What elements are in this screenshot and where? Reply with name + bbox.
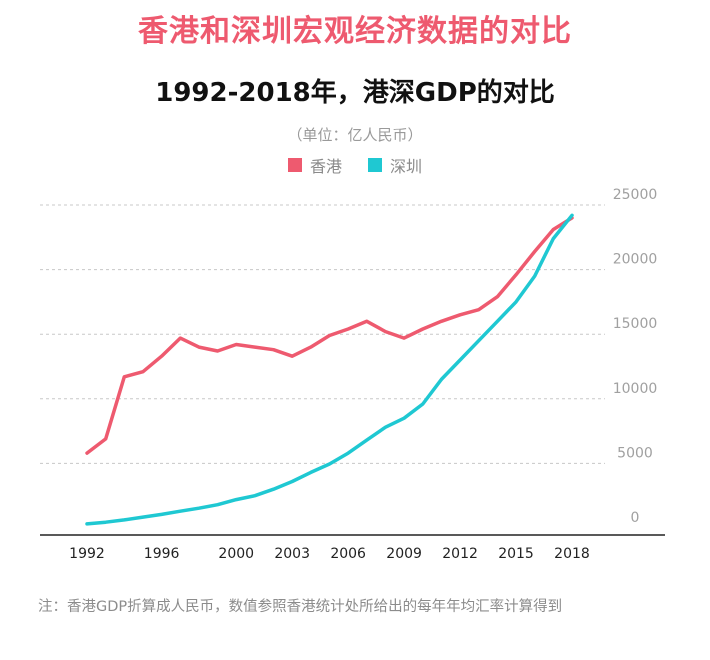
- x-tick-label: 2012: [442, 546, 478, 562]
- x-tick-label: 1992: [69, 546, 105, 562]
- legend: 香港 深圳: [0, 153, 710, 177]
- series-line-hongkong: [85, 216, 574, 455]
- y-tick-label: 10000: [613, 381, 658, 397]
- unit-label: （单位：亿人民币）: [287, 126, 423, 144]
- y-tick-label: 5000: [617, 445, 653, 461]
- chart-title: 1992-2018年，港深GDP的对比: [155, 78, 555, 108]
- footnote: 注：香港GDP折算成人民币，数值参照香港统计处所给出的每年年均汇率计算得到: [38, 599, 563, 615]
- x-tick-label: 2006: [330, 546, 366, 562]
- legend-label-shenzhen: 深圳: [390, 157, 423, 176]
- legend-swatch-hongkong: [287, 158, 302, 172]
- series-line-shenzhen: [85, 213, 574, 526]
- y-tick-label: 20000: [613, 252, 658, 268]
- y-tick-label: 0: [631, 510, 640, 526]
- line-chart: 0 5000 10000 15000 20000 25000 1992 1996 2000 200…: [40, 187, 665, 562]
- x-tick-label: 2009: [386, 546, 422, 562]
- headline: 香港和深圳宏观经济数据的对比: [138, 14, 572, 49]
- legend-label-hongkong: 香港: [309, 157, 342, 176]
- y-tick-label: 25000: [613, 187, 658, 203]
- legend-swatch-shenzhen: [368, 158, 382, 172]
- y-tick-label: 15000: [613, 316, 658, 332]
- x-tick-label: 2000: [218, 546, 254, 562]
- x-tick-label: 1996: [144, 546, 180, 562]
- x-tick-label: 2003: [274, 546, 310, 562]
- x-tick-label: 2015: [498, 546, 534, 562]
- legend-item-hongkong: 香港: [287, 153, 342, 177]
- legend-item-shenzhen: 深圳: [368, 153, 422, 177]
- x-tick-label: 2018: [554, 546, 590, 562]
